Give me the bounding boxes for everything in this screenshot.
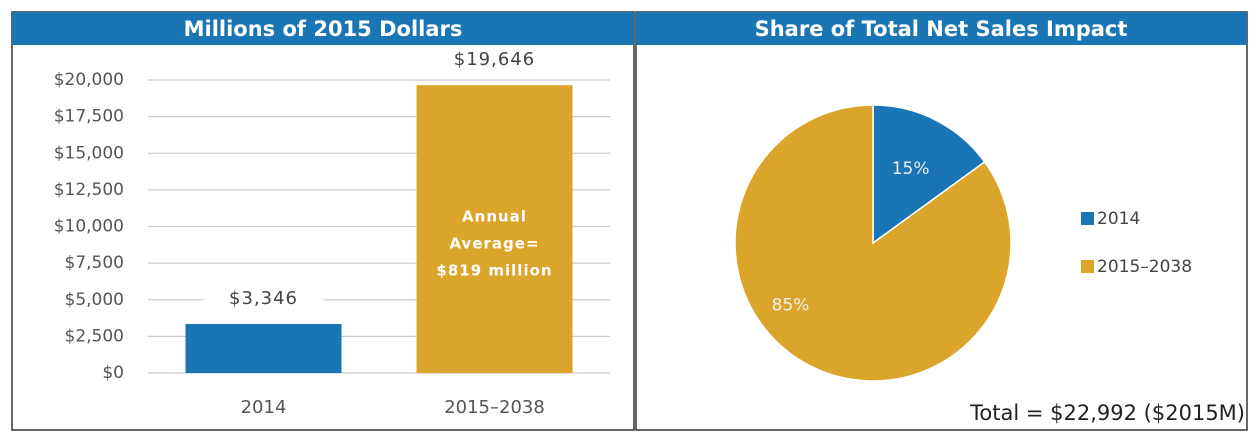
- y-tick-label: $12,500: [54, 180, 124, 200]
- y-tick-label: $17,500: [54, 107, 124, 127]
- legend-swatch: [1081, 260, 1094, 273]
- data-label: 85%: [772, 296, 810, 316]
- bar: [185, 323, 342, 373]
- y-tick-label: $2,500: [65, 326, 124, 346]
- y-tick-label: $7,500: [65, 253, 124, 273]
- bar-annotation: $819 million: [436, 262, 552, 280]
- y-tick-label: $20,000: [54, 70, 124, 90]
- bar: [416, 85, 573, 373]
- pie-slice: [872, 104, 986, 245]
- legend-label: 2014: [1097, 209, 1140, 229]
- x-tick-label: 2014: [241, 397, 287, 418]
- legend-label: 2015–2038: [1097, 257, 1192, 277]
- label-bg: [203, 285, 324, 312]
- chart-title: Millions of 2015 Dollars: [184, 17, 463, 41]
- total-annotation: Total = $22,992 ($2015M): [969, 401, 1245, 425]
- data-label: $19,646: [454, 49, 535, 70]
- pie-slice: [734, 104, 1012, 382]
- data-label: 15%: [892, 159, 930, 179]
- bar-annotation: Annual: [462, 208, 527, 226]
- right-header: [636, 12, 1247, 45]
- y-tick-label: $5,000: [65, 290, 124, 310]
- x-tick-label: 2015–2038: [444, 397, 545, 418]
- y-tick-label: $15,000: [54, 143, 124, 163]
- data-label: $3,346: [229, 288, 298, 309]
- left-header: [12, 12, 634, 45]
- label-bg: [434, 47, 555, 74]
- legend-swatch: [1081, 212, 1094, 225]
- y-tick-label: $10,000: [54, 217, 124, 237]
- chart-title: Share of Total Net Sales Impact: [755, 17, 1128, 41]
- bar-annotation: Average=: [449, 235, 539, 253]
- y-tick-label: $0: [102, 363, 124, 383]
